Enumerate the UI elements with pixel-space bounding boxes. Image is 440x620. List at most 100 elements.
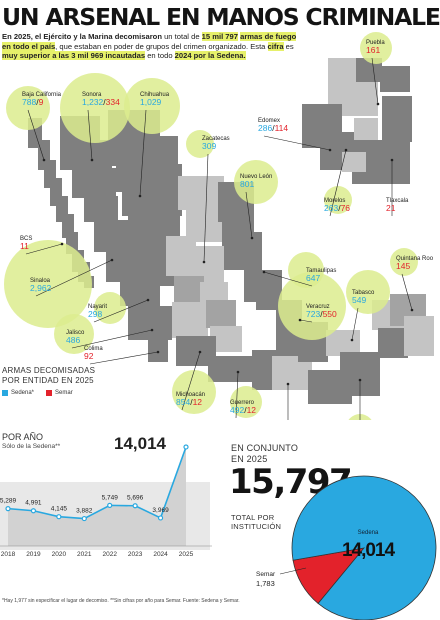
leader-tamaulipas [263, 271, 313, 287]
map-tile [380, 66, 410, 92]
map-tile [178, 176, 224, 210]
data-label: 3,882 [76, 508, 93, 515]
leader-dot-morelos [344, 148, 348, 152]
map-tile [172, 302, 208, 338]
data-point [5, 506, 11, 512]
leader-chihuahua [139, 109, 147, 197]
data-label: 14,014 [114, 434, 167, 453]
leader-sonora [87, 109, 93, 161]
map-tile [94, 220, 128, 252]
by-year-chart: 5,289 2018 4,991 2019 4,145 2020 3,882 2021 5,74… [0, 434, 212, 558]
state-values-jalisco: 486 [66, 335, 80, 345]
state-values-bcs: 11 [20, 241, 29, 251]
leader-dot-sonora [90, 158, 94, 162]
bubble-zacatecas [186, 130, 214, 158]
state-name-veracruz: Veracruz [306, 304, 330, 310]
tick-label: 2021 [77, 551, 92, 558]
state-values-chihuahua: 1,029 [140, 97, 162, 107]
leader-dot-quintana-roo [410, 308, 414, 312]
state-name-jalisco: Jalisco [66, 330, 85, 336]
institution-label: TOTAL POR INSTITUCIÓN [231, 513, 282, 531]
state-name-nayarit: Nayarit [88, 304, 107, 310]
leader-dot-baja-california [42, 158, 46, 162]
leader-edomex [263, 135, 331, 151]
state-values-puebla: 161 [366, 45, 380, 55]
data-label: 5,696 [127, 495, 144, 502]
leader-veracruz [299, 319, 313, 323]
leader-dot-oaxaca [286, 382, 290, 386]
leader-dot-veracruz [298, 318, 302, 322]
data-label: 5,749 [102, 494, 119, 501]
leader-dot-tlaxcala [390, 158, 394, 162]
bubble-sinaloa [4, 240, 92, 328]
bubble-puebla [360, 32, 392, 64]
data-point [132, 503, 138, 509]
state-name-sinaloa: Sinaloa [30, 278, 51, 284]
total-value: 15,797 [229, 462, 353, 502]
data-point [107, 502, 113, 508]
tick-label: 2023 [128, 551, 143, 558]
leader-dot-colima [156, 350, 160, 354]
leader-dot-edomex [328, 148, 332, 152]
leader-quintana-roo [401, 273, 413, 311]
bubble-veracruz [278, 272, 346, 340]
leader-tabasco [351, 307, 359, 341]
leader-sinaloa [35, 259, 113, 297]
tick-label: 2022 [102, 551, 117, 558]
state-name-guerrero: Guerrero [230, 400, 255, 406]
page-title: UN ARSENAL EN MANOS CRIMINALES [2, 3, 440, 31]
bubble-jalisco [54, 314, 94, 354]
tick-label: 2018 [1, 551, 16, 558]
tick-label: 2019 [26, 551, 41, 558]
intro-text: En 2025, el Ejército y la Marina decomis… [2, 32, 297, 61]
legend-label-semar: Semar [55, 390, 73, 396]
leader-baja-california [27, 109, 45, 161]
state-values-veracruz: 723/550 [306, 309, 337, 319]
leader-morelos [329, 149, 347, 217]
state-name-tabasco: Tabasco [352, 290, 375, 296]
map-tile [60, 140, 112, 170]
state-values-nuevo-leon: 801 [240, 179, 254, 189]
leader-zacatecas [203, 153, 209, 263]
state-name-morelos: Morelos [324, 198, 345, 204]
by-year-subtitle: Sólo de la Sedena** [2, 443, 61, 450]
pie-leader-semar [279, 567, 307, 575]
leader-colima [89, 351, 159, 365]
map-tile [342, 152, 366, 172]
data-label: 4,991 [25, 500, 42, 507]
state-values-michoacan: 854/12 [176, 397, 202, 407]
leader-dot-tabasco [350, 338, 354, 342]
state-values-guerrero: 492/12 [230, 405, 256, 415]
leader-dot-jalisco [150, 328, 154, 332]
state-values-morelos: 263/76 [324, 203, 350, 213]
leader-michoacan [181, 351, 201, 411]
leader-guerrero [235, 371, 239, 419]
map-tile [326, 330, 360, 356]
map-tile [128, 306, 172, 340]
leader-dot-bcs [60, 242, 64, 246]
data-point [81, 515, 87, 522]
map-tile [72, 168, 116, 198]
tick-label: 2024 [153, 551, 168, 558]
pie-name-semar: Semar [256, 571, 276, 578]
legend-swatch-sedena [2, 390, 8, 396]
series-line [7, 446, 187, 520]
leader-dot-michoacan [198, 350, 202, 354]
map-tile [84, 196, 118, 222]
map-tile [116, 164, 182, 192]
state-name-puebla: Puebla [366, 40, 385, 46]
leader-nayarit [93, 299, 149, 323]
map-tile [354, 118, 378, 140]
leader-dot-zacatecas [202, 260, 206, 264]
bubble-tabasco [346, 270, 390, 314]
bubble-morelos [324, 186, 352, 214]
leader-dot-chihuahua [138, 194, 142, 198]
state-name-sonora: Sonora [82, 92, 102, 98]
map-tile [206, 300, 236, 328]
pie-value-semar: 1,783 [256, 579, 275, 588]
bubble-nayarit [94, 292, 126, 324]
state-values-sonora: 1,232/334 [82, 97, 120, 107]
